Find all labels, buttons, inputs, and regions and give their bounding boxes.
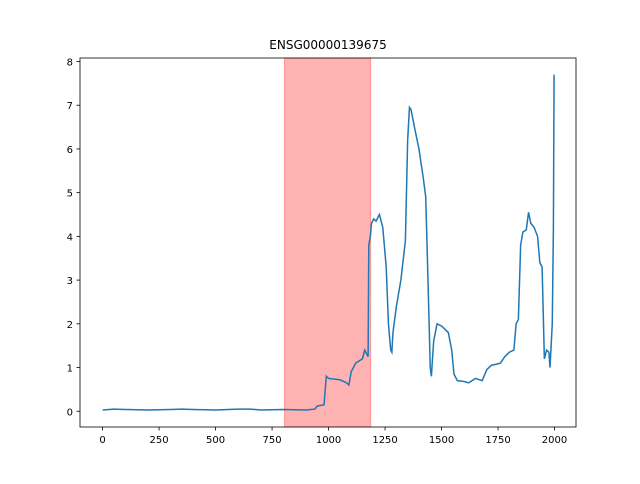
- x-tick-label: 0: [99, 435, 105, 446]
- x-tick-label: 1250: [372, 435, 397, 446]
- y-tick-label: 5: [67, 189, 73, 200]
- x-tick-label: 1500: [429, 435, 454, 446]
- y-tick-label: 4: [67, 232, 73, 243]
- chart-title: ENSG00000139675: [269, 38, 386, 52]
- y-tick-label: 0: [67, 407, 73, 418]
- y-tick-label: 3: [67, 276, 73, 287]
- data-line: [102, 74, 555, 411]
- y-tick-label: 2: [67, 320, 73, 331]
- plot-frame: [79, 57, 577, 428]
- x-tick-label: 750: [263, 435, 282, 446]
- x-tick-label: 2000: [542, 435, 567, 446]
- y-tick-label: 1: [67, 364, 73, 375]
- x-tick-label: 500: [206, 435, 225, 446]
- highlight-span: [284, 57, 372, 428]
- y-tick-label: 7: [67, 101, 73, 112]
- x-tick-label: 1000: [316, 435, 341, 446]
- y-tick-label: 6: [67, 145, 73, 156]
- x-tick-label: 250: [150, 435, 169, 446]
- x-tick-label: 1750: [485, 435, 510, 446]
- y-tick-label: 8: [67, 57, 73, 68]
